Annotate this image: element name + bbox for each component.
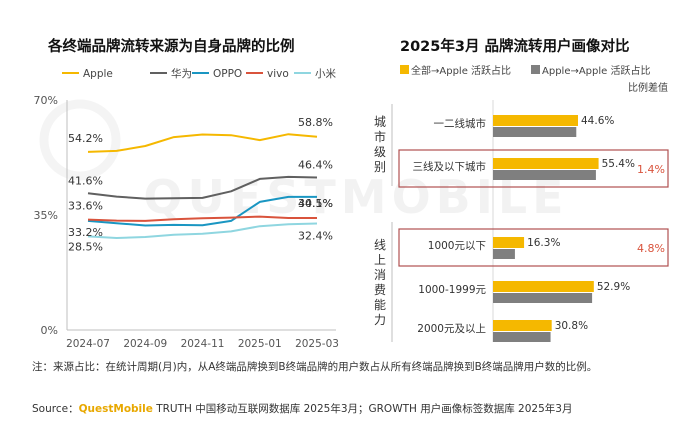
legend-item-1: Apple→Apple 活跃占比 [531,64,651,77]
y-tick-label: 35% [34,209,58,222]
legend-label: OPPO [213,68,242,80]
start-value-label: 33.6% [68,200,103,213]
footnote: 注：来源占比：在统计周期(月)内，从A终端品牌换到B终端品牌的用户数占从所有终端… [32,361,598,373]
line-legend: Apple 华为 OPPO vivo 小米 [62,67,336,80]
source-brand: QuestMobile [78,403,153,415]
legend-item-2: OPPO [192,68,242,80]
legend-label: 全部→Apple 活跃占比 [411,64,511,77]
bar-apple-to-apple [493,332,551,342]
bar-all-to-apple [493,158,599,169]
series-line-3 [87,215,317,222]
legend-label: 小米 [315,67,336,80]
highlight-box [398,149,669,188]
bar-legend: 全部→Apple 活跃占比 Apple→Apple 活跃占比 [400,64,651,77]
bar-all-to-apple [493,320,552,331]
series-line-2 [87,195,317,227]
bar-all-to-apple [493,237,525,248]
category-label: 1000元以下 [428,240,486,252]
legend-label: vivo [267,68,289,80]
end-value-label: 32.4% [298,230,333,243]
difference-label: 4.8% [637,242,665,255]
bar-all-to-apple [493,281,594,292]
start-value-label: 54.2% [68,132,103,145]
bar-apple-to-apple [493,170,596,180]
watermark-logo [39,99,121,181]
source-prefix: Source： [32,403,79,415]
legend-item-1: 华为 [150,67,192,80]
start-value-label: 33.2% [68,226,103,239]
legend-label: 华为 [171,67,192,80]
legend-item-3: vivo [246,68,289,80]
x-tick-label: 2024-07 [66,338,110,350]
highlight-box [398,228,669,267]
y-tick-label: 0% [41,324,58,337]
bar-apple-to-apple [493,249,515,259]
horizontal-bar-chart: 全部→Apple 活跃占比 Apple→Apple 活跃占比比例差值城市级别线上消… [374,64,669,342]
group-label: 城市级别 [374,115,386,174]
x-tick-label: 2024-11 [181,338,225,350]
start-value-label: 28.5% [68,240,103,253]
bar-value-label: 52.9% [597,281,630,293]
series-line-4 [87,222,318,239]
x-tick-label: 2025-03 [295,338,339,350]
bar-value-label: 30.8% [555,320,588,332]
legend-swatch [400,65,409,74]
end-value-label: 46.4% [298,159,333,172]
series-line-1 [87,175,318,200]
legend-label: Apple [83,68,113,80]
right-chart-title: 2025年3月 品牌流转用户画像对比 [400,39,630,55]
source-detail: TRUTH 中国移动互联网数据库 2025年3月；GROWTH 用户画像标签数据… [152,403,573,415]
bar-apple-to-apple [493,127,577,137]
bar-value-label: 16.3% [527,237,560,249]
category-label: 一二线城市 [434,117,487,130]
x-tick-label: 2025-01 [238,338,282,350]
difference-label: 1.4% [637,163,665,176]
bar-value-label: 55.4% [602,158,635,170]
series-line-0 [87,133,318,153]
start-value-label: 41.6% [68,174,103,187]
legend-item-4: 小米 [294,67,336,80]
category-label: 1000-1999元 [418,284,486,296]
end-value-label: 34.1% [298,197,333,210]
line-chart: Apple 华为 OPPO vivo 小米 70% 35% 0% 2024-07 2024-09 2… [34,67,339,350]
bar-apple-to-apple [493,293,593,303]
category-label: 2000元及以上 [417,323,486,335]
difference-header: 比例差值 [628,81,668,94]
bar-all-to-apple [493,115,578,126]
end-value-label: 40.5% [298,197,333,210]
category-label: 三线及以下城市 [413,160,487,173]
legend-swatch [531,65,540,74]
y-tick-label: 70% [34,94,58,107]
end-value-label: 58.8% [298,116,333,129]
x-tick-label: 2024-09 [123,338,167,350]
group-label: 线上消费能力 [374,238,386,327]
legend-item-0: Apple [62,68,113,80]
legend-label: Apple→Apple 活跃占比 [542,64,651,77]
bar-value-label: 44.6% [581,115,614,127]
left-chart-title: 各终端品牌流转来源为自身品牌的比例 [48,39,295,55]
source-line: Source：QuestMobile TRUTH 中国移动互联网数据库 2025… [32,401,572,416]
legend-item-0: 全部→Apple 活跃占比 [400,64,511,77]
